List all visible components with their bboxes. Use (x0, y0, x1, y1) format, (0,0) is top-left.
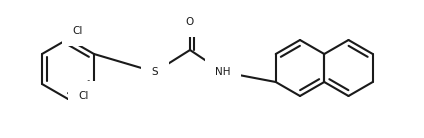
Text: S: S (152, 67, 158, 77)
Text: O: O (186, 17, 194, 27)
Text: Cl: Cl (73, 26, 83, 36)
Text: NH: NH (215, 67, 231, 77)
Text: Cl: Cl (79, 91, 89, 101)
